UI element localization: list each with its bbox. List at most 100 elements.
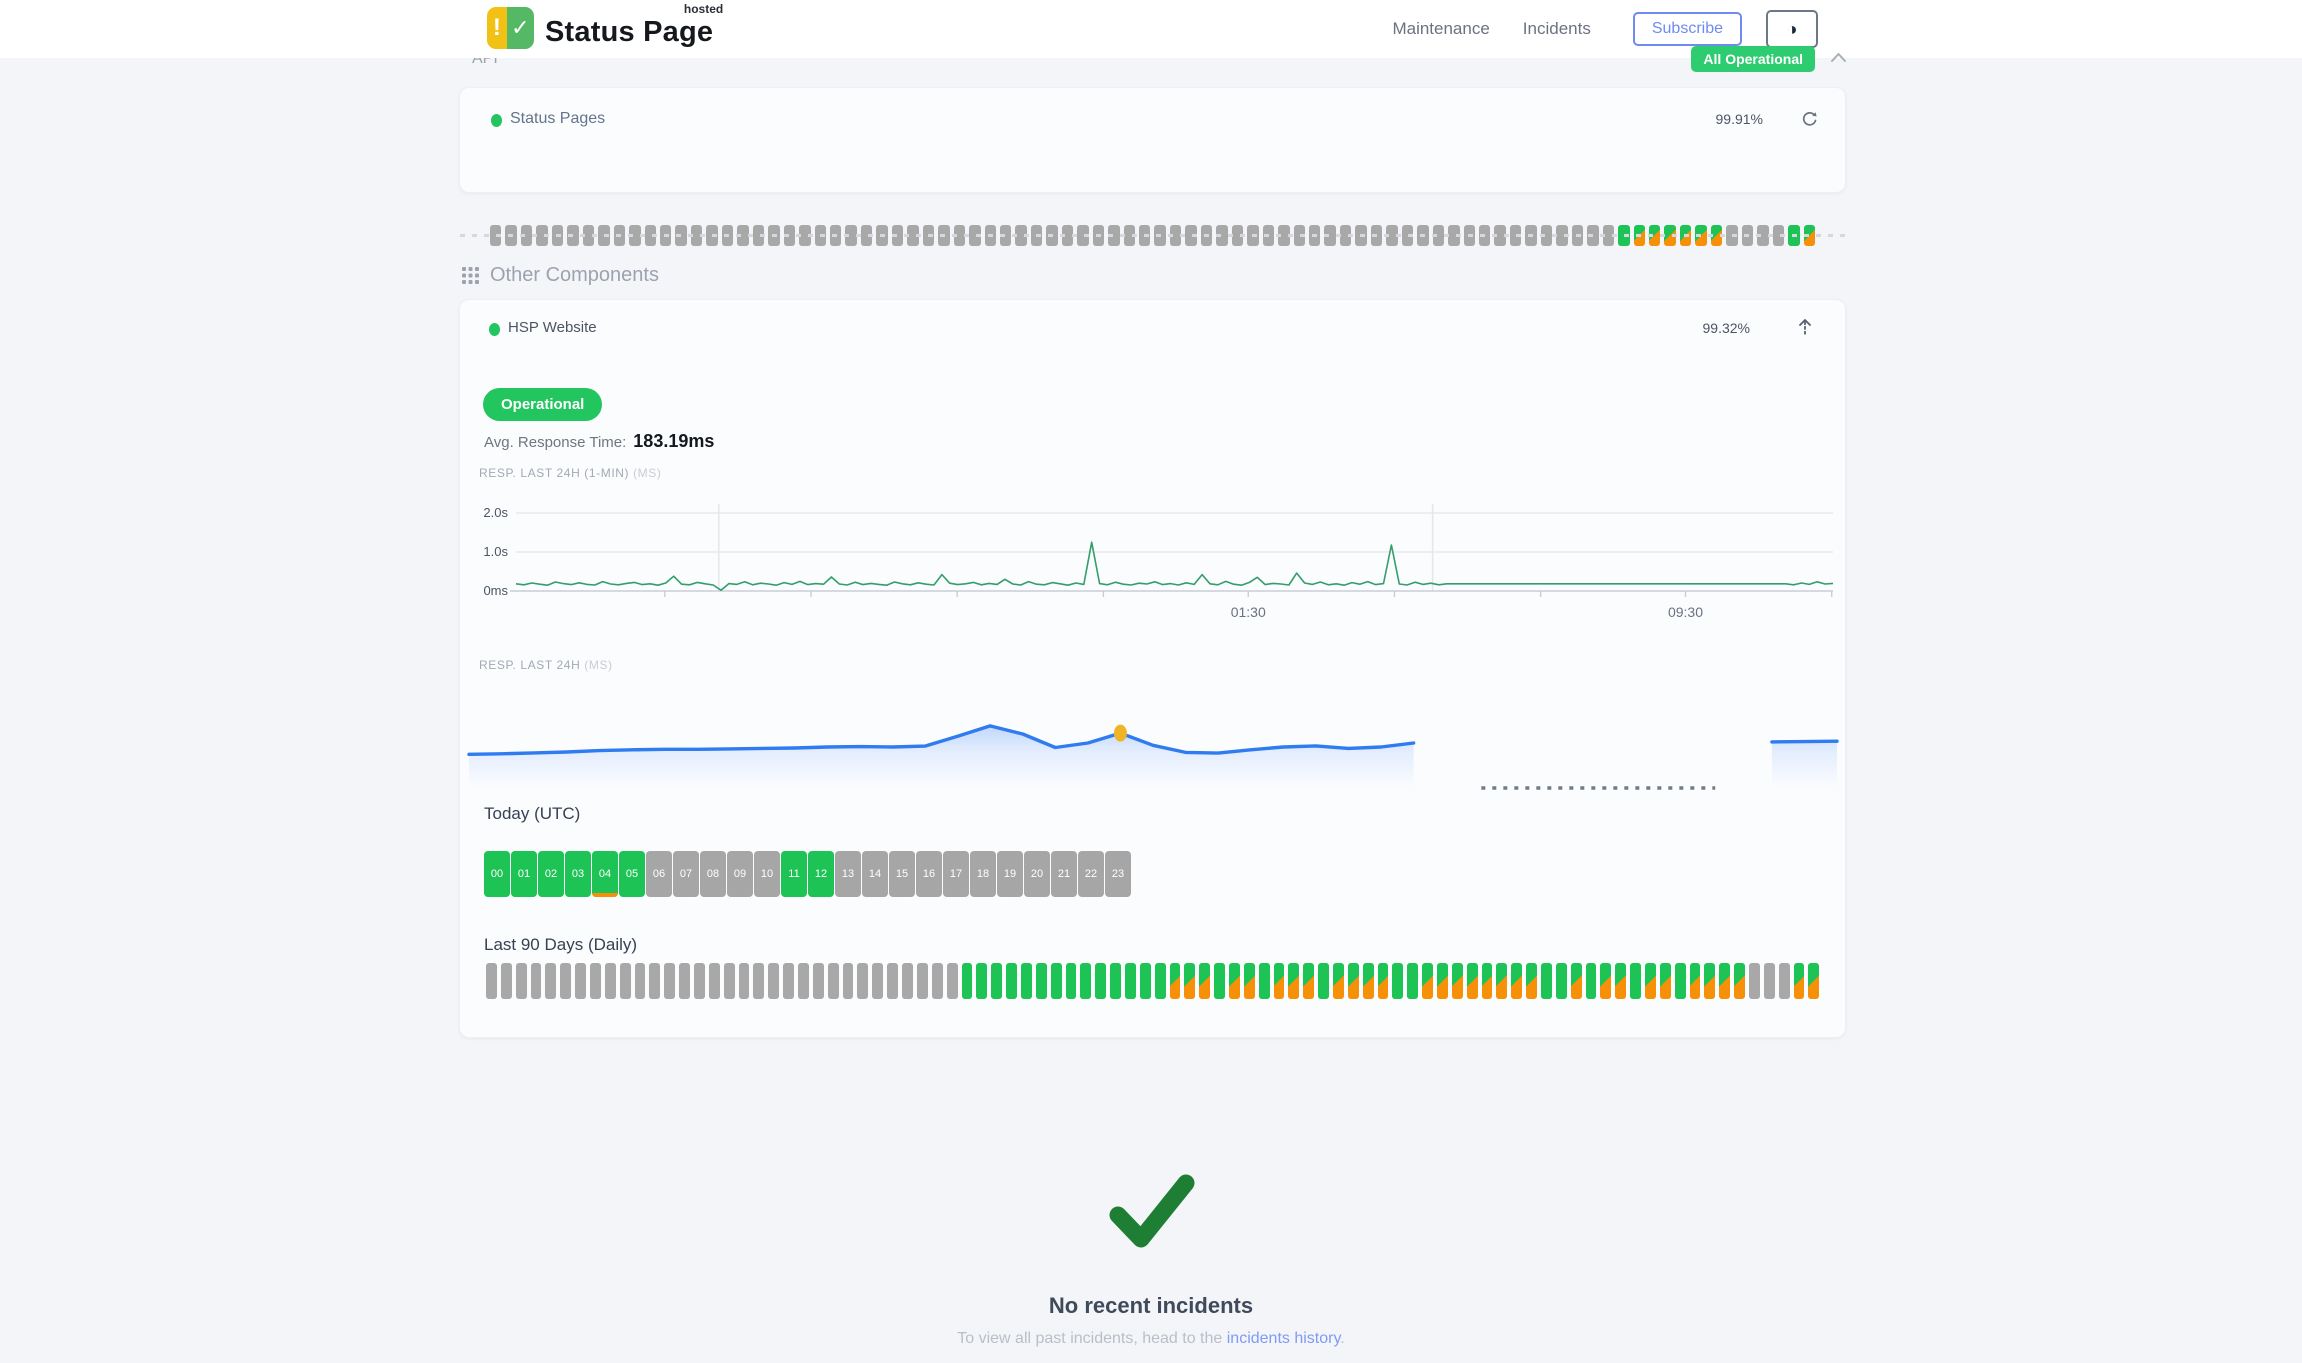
daily-uptime-bar[interactable] bbox=[887, 963, 899, 999]
daily-uptime-bar[interactable] bbox=[902, 963, 913, 999]
daily-uptime-bar[interactable] bbox=[991, 963, 1003, 999]
daily-uptime-bar[interactable] bbox=[1154, 963, 1166, 999]
daily-uptime-bar[interactable] bbox=[1808, 963, 1820, 999]
response-time-area-chart[interactable] bbox=[460, 692, 1845, 804]
daily-uptime-bar[interactable] bbox=[664, 963, 676, 999]
daily-uptime-bar[interactable] bbox=[604, 963, 616, 999]
daily-uptime-bar[interactable] bbox=[1407, 963, 1419, 999]
daily-uptime-bar[interactable] bbox=[1570, 963, 1582, 999]
daily-uptime-bar[interactable] bbox=[1541, 963, 1552, 999]
hour-tile[interactable]: 10 bbox=[754, 851, 780, 897]
hour-tile[interactable]: 19 bbox=[997, 851, 1023, 897]
daily-uptime-bar[interactable] bbox=[738, 963, 750, 999]
daily-uptime-bar[interactable] bbox=[1169, 963, 1181, 999]
daily-uptime-bar[interactable] bbox=[575, 963, 587, 999]
hour-tile[interactable]: 05 bbox=[619, 851, 645, 897]
nav-incidents[interactable]: Incidents bbox=[1522, 19, 1591, 38]
daily-uptime-bar[interactable] bbox=[1006, 963, 1017, 999]
daily-uptime-bar[interactable] bbox=[1585, 963, 1597, 999]
daily-uptime-bar[interactable] bbox=[1793, 963, 1805, 999]
daily-uptime-bar[interactable] bbox=[1674, 963, 1686, 999]
daily-uptime-bar[interactable] bbox=[1184, 963, 1196, 999]
daily-uptime-bar[interactable] bbox=[1303, 963, 1315, 999]
daily-uptime-bar[interactable] bbox=[1659, 963, 1671, 999]
daily-uptime-bar[interactable] bbox=[545, 963, 557, 999]
daily-uptime-bar[interactable] bbox=[649, 963, 661, 999]
hour-tile[interactable]: 13 bbox=[835, 851, 861, 897]
daily-uptime-bar[interactable] bbox=[1496, 963, 1508, 999]
daily-uptime-bar[interactable] bbox=[1199, 963, 1211, 999]
daily-uptime-bar[interactable] bbox=[827, 963, 839, 999]
daily-uptime-bar[interactable] bbox=[961, 963, 973, 999]
chevron-up-icon[interactable] bbox=[1830, 52, 1847, 63]
daily-uptime-bar[interactable] bbox=[1065, 963, 1077, 999]
daily-uptime-bar[interactable] bbox=[768, 963, 780, 999]
daily-uptime-bar[interactable] bbox=[1615, 963, 1627, 999]
hour-tile[interactable]: 21 bbox=[1051, 851, 1077, 897]
daily-uptime-bar[interactable] bbox=[1020, 963, 1032, 999]
daily-uptime-bar[interactable] bbox=[1139, 963, 1151, 999]
daily-uptime-bar[interactable] bbox=[723, 963, 735, 999]
daily-uptime-bar[interactable] bbox=[1095, 963, 1107, 999]
daily-uptime-bar[interactable] bbox=[679, 963, 691, 999]
daily-uptime-bar[interactable] bbox=[1600, 963, 1612, 999]
daily-uptime-bar[interactable] bbox=[916, 963, 928, 999]
daily-uptime-bar[interactable] bbox=[1778, 963, 1790, 999]
daily-uptime-bar[interactable] bbox=[1318, 963, 1329, 999]
daily-uptime-bar[interactable] bbox=[1347, 963, 1359, 999]
hour-tile[interactable]: 03 bbox=[565, 851, 591, 897]
daily-uptime-bar[interactable] bbox=[1555, 963, 1567, 999]
daily-uptime-bar[interactable] bbox=[1645, 963, 1656, 999]
brand[interactable]: ! ✓ Status Page hosted bbox=[487, 2, 723, 49]
hour-tile[interactable]: 00 bbox=[484, 851, 510, 897]
hour-tile[interactable]: 01 bbox=[511, 851, 537, 897]
daily-uptime-bar[interactable] bbox=[515, 963, 527, 999]
hour-tile[interactable]: 09 bbox=[727, 851, 753, 897]
hour-tile[interactable]: 07 bbox=[673, 851, 699, 897]
daily-uptime-bar[interactable] bbox=[634, 963, 646, 999]
daily-uptime-bar[interactable] bbox=[1526, 963, 1538, 999]
hour-tile[interactable]: 17 bbox=[943, 851, 969, 897]
subscribe-button[interactable]: Subscribe bbox=[1632, 12, 1742, 46]
hour-tile[interactable]: 20 bbox=[1024, 851, 1050, 897]
daily-uptime-bar[interactable] bbox=[1377, 963, 1389, 999]
refresh-icon[interactable] bbox=[1800, 109, 1819, 128]
daily-uptime-bar[interactable] bbox=[857, 963, 869, 999]
arrow-up-dotted-icon[interactable] bbox=[1797, 318, 1813, 338]
daily-uptime-bar[interactable] bbox=[931, 963, 943, 999]
daily-uptime-bar[interactable] bbox=[1110, 963, 1121, 999]
daily-uptime-bar[interactable] bbox=[1749, 963, 1760, 999]
daily-uptime-bar[interactable] bbox=[1511, 963, 1523, 999]
daily-uptime-bar[interactable] bbox=[1763, 963, 1775, 999]
daily-uptime-bar[interactable] bbox=[1243, 963, 1255, 999]
daily-uptime-bar[interactable] bbox=[1437, 963, 1448, 999]
daily-uptime-bar[interactable] bbox=[1630, 963, 1642, 999]
daily-uptime-bar[interactable] bbox=[842, 963, 854, 999]
daily-uptime-bar[interactable] bbox=[486, 963, 497, 999]
hour-tile[interactable]: 23 bbox=[1105, 851, 1131, 897]
daily-uptime-bar[interactable] bbox=[1080, 963, 1092, 999]
daily-uptime-bar[interactable] bbox=[1214, 963, 1225, 999]
hour-tile[interactable]: 04 bbox=[592, 851, 618, 897]
daily-uptime-bar[interactable] bbox=[1332, 963, 1344, 999]
daily-uptime-bar[interactable] bbox=[1704, 963, 1716, 999]
hour-tile[interactable]: 12 bbox=[808, 851, 834, 897]
daily-uptime-bar[interactable] bbox=[1466, 963, 1478, 999]
daily-uptime-bar[interactable] bbox=[1124, 963, 1136, 999]
hour-tile[interactable]: 16 bbox=[916, 851, 942, 897]
hour-tile[interactable]: 15 bbox=[889, 851, 915, 897]
daily-uptime-bar[interactable] bbox=[1362, 963, 1374, 999]
daily-uptime-bar[interactable] bbox=[530, 963, 542, 999]
hour-tile[interactable]: 18 bbox=[970, 851, 996, 897]
daily-uptime-bar[interactable] bbox=[1689, 963, 1701, 999]
daily-uptime-bar[interactable] bbox=[976, 963, 988, 999]
hour-tile[interactable]: 22 bbox=[1078, 851, 1104, 897]
hour-tile[interactable]: 06 bbox=[646, 851, 672, 897]
daily-uptime-bar[interactable] bbox=[619, 963, 631, 999]
daily-uptime-bar[interactable] bbox=[1734, 963, 1746, 999]
daily-uptime-bar[interactable] bbox=[708, 963, 720, 999]
daily-uptime-bar[interactable] bbox=[560, 963, 572, 999]
daily-uptime-bar[interactable] bbox=[1258, 963, 1270, 999]
daily-uptime-bar[interactable] bbox=[1035, 963, 1047, 999]
daily-uptime-bar[interactable] bbox=[1451, 963, 1463, 999]
